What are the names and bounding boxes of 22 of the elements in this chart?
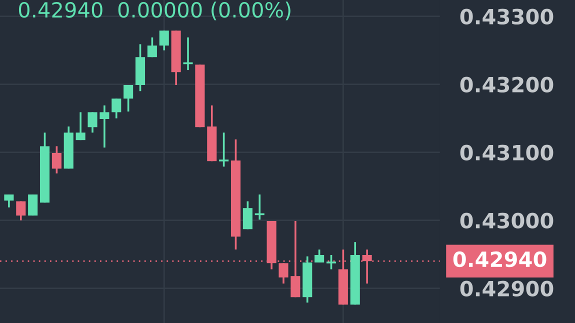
ref-line-label: 0.42940 — [453, 251, 546, 268]
y-tick-label: 0.43100 — [460, 144, 554, 161]
candlestick — [159, 30, 169, 52]
candlestick — [100, 104, 110, 148]
y-tick-label: 0.43300 — [460, 8, 554, 25]
candlestick — [4, 194, 14, 208]
candlestick — [52, 145, 62, 174]
candlestick — [290, 220, 300, 298]
candlestick — [16, 200, 26, 222]
y-tick-label: 0.42900 — [460, 280, 554, 297]
y-tick-label: 0.43000 — [460, 212, 554, 229]
candlestick — [314, 248, 324, 264]
y-tick-label: 0.43200 — [460, 76, 554, 93]
candlestick — [112, 98, 122, 120]
candlestick — [88, 111, 98, 134]
candlestick — [326, 254, 337, 270]
chart-title: 0.42940 0.00000 (0.00%) — [18, 2, 290, 20]
candlestick — [147, 36, 157, 58]
candlestick — [76, 111, 86, 141]
candlestick — [124, 84, 134, 112]
candlestick — [218, 132, 230, 168]
candlestick — [242, 200, 252, 230]
